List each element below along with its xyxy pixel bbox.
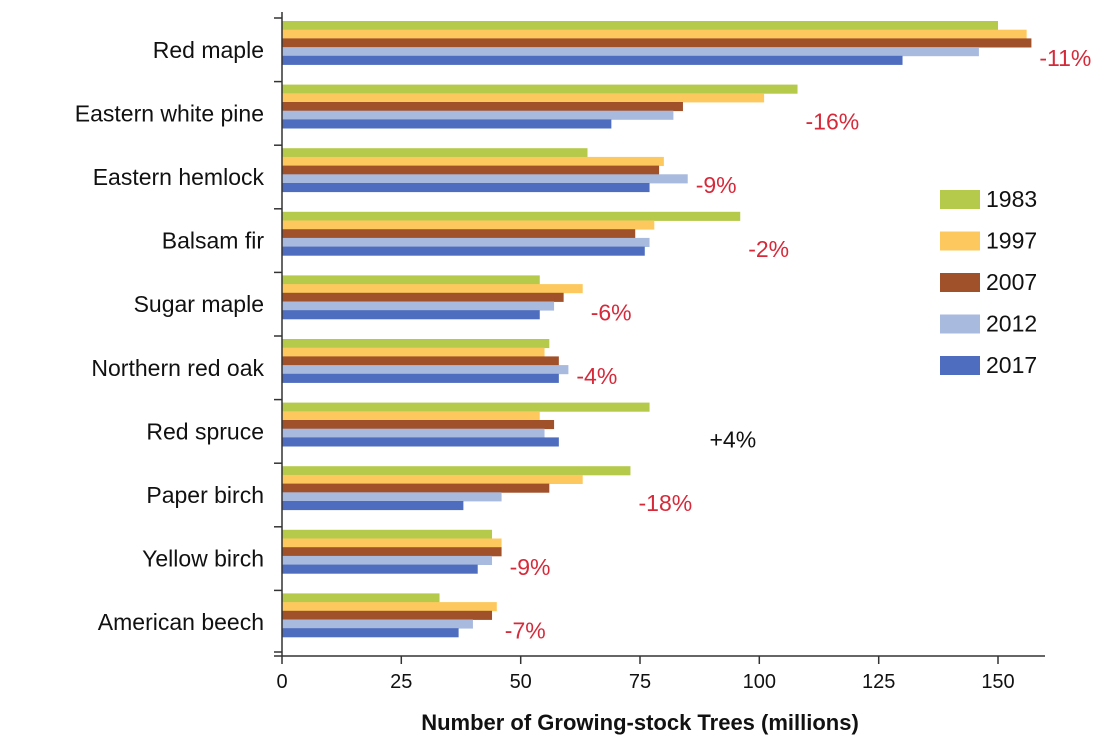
- bar-1997-red-maple: [282, 29, 1027, 39]
- bar-1983-american-beech: [282, 593, 440, 603]
- category-labels: Red maple Eastern white pine Eastern hemlo…: [75, 37, 265, 635]
- change-label: -16%: [806, 109, 860, 135]
- bar-2007-balsam-fir: [282, 229, 636, 239]
- legend-swatch-2007: [940, 273, 980, 292]
- bar-2012-paper-birch: [282, 492, 502, 502]
- bar-1997-yellow-birch: [282, 538, 502, 548]
- bar-2017-red-spruce: [282, 437, 559, 447]
- bar-1983-sugar-maple: [282, 275, 540, 285]
- legend: 1983 1997 2007 2012 2017: [940, 186, 1037, 378]
- category-label: American beech: [98, 609, 264, 635]
- category-label: Eastern white pine: [75, 100, 264, 126]
- change-label: -11%: [1039, 45, 1091, 71]
- bar-2017-eastern-white-pine: [282, 119, 612, 129]
- bar-2012-eastern-white-pine: [282, 110, 674, 120]
- bar-2007-paper-birch: [282, 483, 550, 493]
- legend-swatch-1997: [940, 231, 980, 251]
- category-label: Paper birch: [146, 482, 264, 508]
- bar-1997-sugar-maple: [282, 284, 583, 294]
- bar-2017-paper-birch: [282, 501, 464, 511]
- change-label: -4%: [576, 363, 617, 389]
- bar-1983-red-spruce: [282, 402, 650, 412]
- bar-1983-eastern-hemlock: [282, 148, 588, 158]
- legend-swatch-2017: [940, 356, 980, 375]
- change-label: -9%: [696, 172, 737, 198]
- category-label: Eastern hemlock: [93, 164, 265, 190]
- bar-1983-northern-red-oak: [282, 339, 550, 349]
- category-label: Red maple: [153, 37, 264, 63]
- x-tick-label: 50: [510, 671, 532, 693]
- change-annotations: -11% -16% -9% -2% -6% -4% +4% -18% -9% -7%: [505, 45, 1092, 643]
- bar-2007-sugar-maple: [282, 292, 564, 302]
- x-tick-label: 25: [390, 671, 412, 693]
- bar-2007-american-beech: [282, 610, 493, 620]
- bar-2012-american-beech: [282, 619, 473, 629]
- x-tick-label: 100: [743, 671, 776, 693]
- bar-1997-eastern-white-pine: [282, 93, 765, 103]
- bar-1997-red-spruce: [282, 411, 540, 421]
- legend-label-1983: 1983: [986, 186, 1037, 212]
- legend-label-1997: 1997: [986, 228, 1037, 254]
- legend-label-2007: 2007: [986, 269, 1037, 295]
- bar-2012-balsam-fir: [282, 237, 650, 247]
- category-label: Sugar maple: [134, 291, 264, 317]
- bar-1997-northern-red-oak: [282, 347, 545, 357]
- bar-1997-balsam-fir: [282, 220, 655, 230]
- axes: 0 25 50 75 100 125 150: [274, 12, 1045, 693]
- bar-2007-eastern-white-pine: [282, 102, 683, 112]
- bar-2017-yellow-birch: [282, 564, 478, 574]
- bar-1983-paper-birch: [282, 466, 631, 476]
- x-axis-title: Number of Growing-stock Trees (millions): [421, 710, 859, 735]
- legend-label-2017: 2017: [986, 352, 1037, 378]
- change-label: -9%: [510, 554, 551, 580]
- bar-2017-american-beech: [282, 628, 459, 638]
- bar-1983-balsam-fir: [282, 211, 741, 221]
- bar-2017-northern-red-oak: [282, 373, 559, 383]
- category-label: Red spruce: [146, 418, 264, 444]
- bar-2012-red-maple: [282, 47, 979, 57]
- category-label: Northern red oak: [91, 355, 264, 381]
- bar-2012-red-spruce: [282, 428, 545, 438]
- bar-2007-yellow-birch: [282, 547, 502, 557]
- x-tick-label: 75: [629, 671, 651, 693]
- bar-2007-red-maple: [282, 38, 1032, 48]
- category-label: Yellow birch: [142, 546, 264, 572]
- bar-1997-eastern-hemlock: [282, 156, 664, 166]
- change-label: -7%: [505, 617, 546, 643]
- legend-swatch-1983: [940, 190, 980, 209]
- x-tick-label: 0: [276, 671, 287, 693]
- bar-2012-yellow-birch: [282, 555, 493, 565]
- bar-1997-paper-birch: [282, 474, 583, 484]
- change-label: -18%: [639, 490, 693, 516]
- bar-1983-red-maple: [282, 21, 998, 31]
- category-label: Balsam fir: [162, 228, 265, 254]
- bar-2012-eastern-hemlock: [282, 174, 688, 184]
- x-tick-label: 125: [862, 671, 895, 693]
- change-label: -2%: [748, 236, 789, 262]
- bar-2017-red-maple: [282, 55, 903, 65]
- bar-2007-red-spruce: [282, 420, 555, 430]
- bar-2017-balsam-fir: [282, 246, 645, 256]
- bar-2012-northern-red-oak: [282, 365, 569, 375]
- bar-1983-eastern-white-pine: [282, 84, 798, 94]
- bar-2007-eastern-hemlock: [282, 165, 660, 175]
- change-label: -6%: [591, 299, 632, 325]
- bar-2012-sugar-maple: [282, 301, 555, 311]
- x-tick-label: 150: [981, 671, 1014, 693]
- bar-1997-american-beech: [282, 602, 497, 612]
- legend-swatch-2012: [940, 314, 980, 334]
- bar-2017-sugar-maple: [282, 310, 540, 320]
- bar-1983-yellow-birch: [282, 529, 493, 539]
- change-label: +4%: [710, 427, 757, 453]
- legend-label-2012: 2012: [986, 311, 1037, 337]
- bar-2007-northern-red-oak: [282, 356, 559, 366]
- bars-group: [282, 21, 1032, 638]
- bar-2017-eastern-hemlock: [282, 183, 650, 193]
